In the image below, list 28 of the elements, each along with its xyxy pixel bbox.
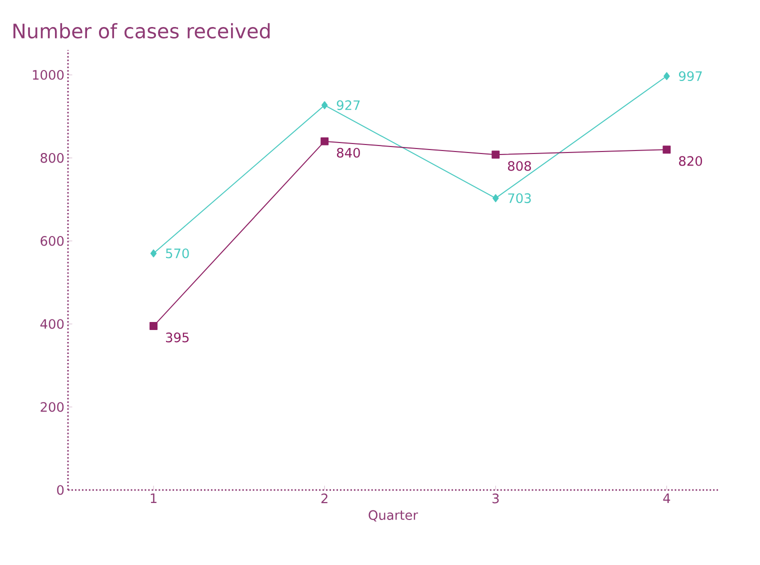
data-label: 997 [678,71,702,82]
x-tick-label: 2 [321,494,328,504]
x-axis-title: Quarter [368,510,418,522]
point [321,101,328,110]
point [664,72,670,80]
data-label: 820 [679,156,702,166]
y-tick-label: 800 [40,153,64,163]
y-tick-label: 0 [57,485,64,495]
x-tick-label: 4 [663,494,670,503]
point [150,249,157,258]
y-tick-label: 400 [40,319,64,329]
chart-title: Number of cases received [13,23,270,38]
data-label: 570 [166,248,189,258]
y-tick-label: 200 [40,402,64,412]
y-tick-label: 1000 [32,70,64,80]
point [492,150,500,159]
point [662,146,671,154]
point [320,137,329,146]
point [150,322,158,330]
x-tick-label: 3 [492,494,499,504]
data-label: 927 [336,100,360,110]
y-tick-label: 600 [40,236,64,246]
data-label: 808 [508,161,531,171]
data-label: 840 [336,148,360,158]
data-label: 703 [508,193,531,204]
data-label: 395 [166,332,189,342]
x-tick-label: 1 [150,494,156,503]
point [492,194,499,202]
